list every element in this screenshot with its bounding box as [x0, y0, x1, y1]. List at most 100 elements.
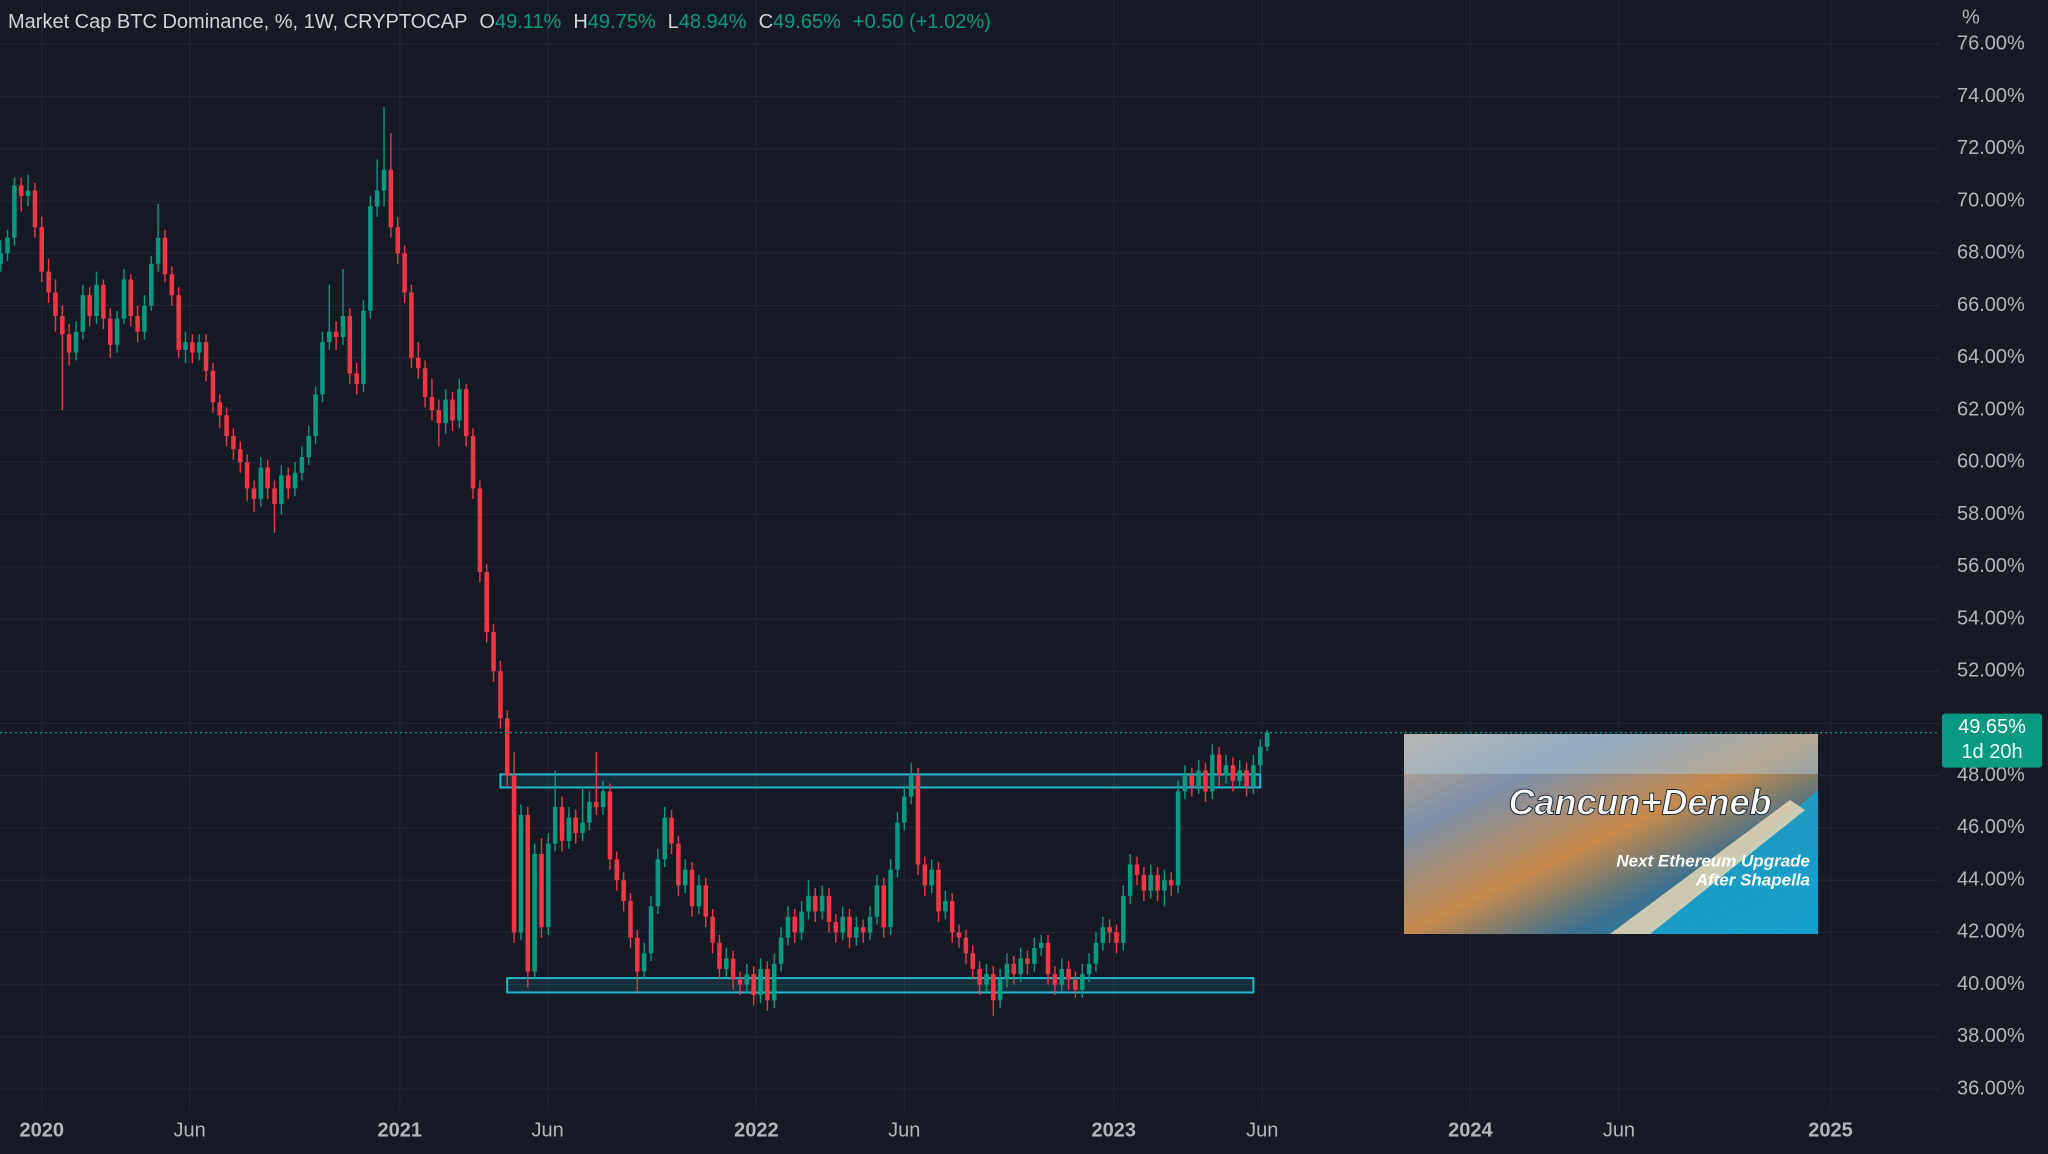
candle-body — [409, 292, 414, 358]
candle-body — [1244, 770, 1249, 787]
candle-body — [587, 801, 592, 823]
annotation-line: After Shapella — [1695, 870, 1810, 889]
candle-body — [299, 457, 305, 473]
y-tick-label: 68.00% — [1957, 242, 2025, 264]
candle-body — [169, 274, 175, 296]
candle-body — [1045, 942, 1051, 975]
ohlc-value: 48.94% — [679, 11, 747, 33]
candle-body — [1203, 770, 1208, 792]
ohlc-value: 49.11% — [495, 11, 562, 33]
candle-body — [936, 869, 941, 912]
candle-body — [895, 822, 900, 870]
y-tick-label: 40.00% — [1957, 973, 2025, 995]
candle-body — [860, 927, 866, 933]
candle-body — [368, 206, 373, 311]
candle-body — [327, 331, 332, 343]
candle-body — [1134, 864, 1140, 875]
y-tick-label: 72.00% — [1957, 137, 2025, 159]
candle-body — [751, 974, 756, 996]
x-tick-label: 2024 — [1448, 1119, 1493, 1141]
candle-body — [1264, 732, 1270, 747]
candle-body — [477, 488, 483, 572]
candle-body — [1216, 754, 1222, 776]
price-label: 49.65% — [1958, 716, 2026, 738]
candle-body — [977, 968, 982, 985]
candle-body — [101, 284, 106, 319]
candle-body — [18, 185, 24, 196]
candle-body — [66, 334, 72, 353]
candle-body — [121, 279, 127, 319]
candle-body — [1210, 754, 1215, 792]
ohlc-value: 49.65% — [773, 11, 841, 33]
candle-body — [320, 342, 325, 395]
candle-body — [292, 472, 298, 489]
price-label-box — [1942, 713, 2042, 768]
candle-body — [682, 869, 688, 886]
y-tick-label: 46.00% — [1957, 816, 2025, 838]
candle-body — [162, 237, 168, 275]
candle-body — [552, 807, 558, 844]
candle-body — [498, 671, 503, 719]
candle-body — [470, 436, 476, 489]
y-tick-label: 42.00% — [1957, 921, 2025, 943]
candle-body — [525, 814, 531, 972]
candle-body — [231, 436, 236, 450]
candle-body — [73, 331, 79, 353]
candle-body — [244, 462, 250, 489]
candle-body — [1004, 963, 1010, 980]
ohlc-value: 49.75% — [588, 11, 656, 33]
candle-body — [833, 921, 839, 933]
candle-body — [915, 775, 921, 865]
candle-body — [949, 901, 955, 933]
candle-body — [107, 318, 113, 345]
candle-body — [991, 974, 996, 1001]
candle-body — [306, 436, 311, 458]
candle-body — [737, 979, 743, 985]
candle-body — [25, 190, 31, 196]
candle-body — [771, 963, 777, 1001]
candle-body — [429, 396, 435, 411]
candle-body — [46, 271, 51, 293]
candle-body — [1032, 948, 1037, 964]
y-tick-label: 56.00% — [1957, 555, 2025, 577]
candle-body — [676, 843, 681, 886]
price-countdown: 1d 20h — [1961, 741, 2022, 763]
y-tick-label: 64.00% — [1957, 346, 2025, 368]
candle-body — [190, 342, 195, 353]
candle-body — [12, 185, 17, 238]
x-tick-label: Jun — [173, 1119, 205, 1141]
candle-body — [929, 869, 934, 886]
range-box — [499, 773, 1262, 789]
candle-body — [1080, 974, 1085, 990]
y-tick-label: 44.00% — [1957, 868, 2025, 890]
candle-body — [1168, 880, 1174, 886]
candle-body — [94, 284, 99, 317]
candle-body — [984, 974, 989, 985]
candle-body — [80, 295, 86, 332]
candle-body — [956, 932, 962, 938]
symbol-title: Market Cap BTC Dominance, %, 1W, CRYPTOC… — [8, 11, 467, 33]
ohlc-label: L — [668, 11, 679, 33]
ohlc-label: H — [573, 11, 587, 33]
y-tick-label: 62.00% — [1957, 398, 2025, 420]
x-tick-label: 2023 — [1092, 1119, 1137, 1141]
x-tick-label: 2021 — [378, 1119, 423, 1141]
candle-body — [532, 854, 537, 972]
y-tick-label: 54.00% — [1957, 607, 2025, 629]
candle-body — [854, 927, 859, 938]
candle-body — [313, 394, 318, 437]
candle-body — [785, 916, 791, 938]
candle-body — [730, 958, 736, 980]
candle-body — [374, 190, 380, 207]
legend-header: Market Cap BTC Dominance, %, 1W, CRYPTOC… — [8, 11, 991, 33]
candle-body — [39, 227, 45, 272]
candle-body — [922, 864, 928, 886]
candle-body — [251, 488, 257, 499]
y-tick-label: 38.00% — [1957, 1025, 2025, 1047]
annotation-line: Next Ethereum Upgrade — [1616, 851, 1810, 870]
candle-body — [5, 237, 10, 254]
annotation-title: Cancun+Deneb — [1508, 782, 1771, 823]
candle-body — [580, 822, 585, 834]
candle-body — [1052, 974, 1058, 985]
candle-body — [128, 279, 134, 317]
